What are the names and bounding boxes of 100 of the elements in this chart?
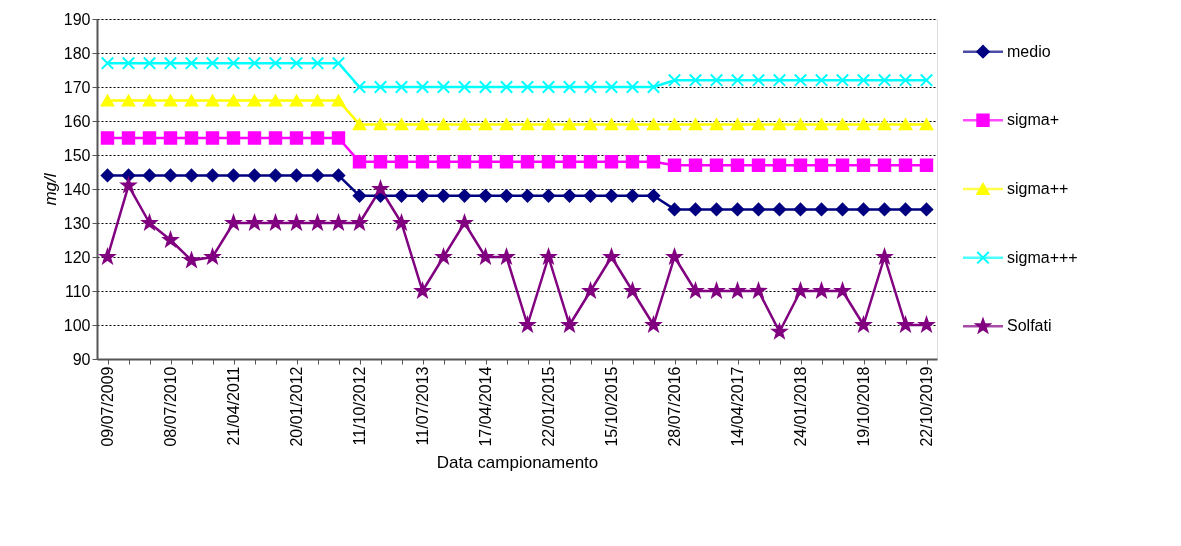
point (373, 80, 388, 94)
point (709, 158, 724, 172)
point (583, 80, 598, 94)
x-tick-label: 21/04/2011 (225, 366, 242, 446)
point (373, 118, 388, 131)
point (625, 189, 640, 203)
y-tick-label: 190 (63, 10, 91, 28)
legend-label: medio (1007, 42, 1051, 60)
x-tick-label: 11/10/2012 (351, 366, 368, 446)
point (289, 56, 304, 70)
point (499, 80, 514, 94)
point (856, 317, 871, 332)
point (730, 283, 745, 298)
point (541, 80, 556, 94)
point (520, 118, 535, 131)
y-tick-label: 110 (64, 282, 91, 300)
point (163, 94, 178, 107)
point (478, 118, 493, 131)
point (268, 56, 283, 70)
y-tick-label: 170 (63, 78, 91, 96)
x-tick-label: 22/01/2015 (540, 366, 557, 447)
point (877, 249, 892, 264)
point (121, 94, 136, 107)
point (331, 94, 346, 107)
point (310, 215, 325, 230)
point (310, 131, 325, 145)
point (898, 73, 913, 87)
point (793, 158, 808, 172)
point (520, 189, 535, 203)
point (835, 202, 850, 217)
point (730, 202, 745, 217)
point (877, 202, 892, 217)
point (373, 181, 388, 196)
point (688, 202, 703, 217)
legend-label: sigma++ (1007, 180, 1069, 197)
point (793, 283, 808, 298)
point (100, 168, 115, 183)
point (289, 168, 304, 183)
point (142, 131, 157, 145)
legend-label: sigma+ (1007, 111, 1060, 129)
point (604, 155, 619, 169)
point (772, 323, 787, 339)
point (751, 158, 766, 172)
point (709, 118, 724, 131)
point (835, 283, 850, 298)
point (289, 131, 304, 145)
point (205, 249, 220, 264)
point (604, 80, 619, 94)
point (226, 215, 241, 230)
point (646, 80, 661, 94)
point (310, 56, 325, 70)
point (541, 118, 556, 131)
legend-label: Solfati (1007, 317, 1052, 335)
point (415, 155, 430, 169)
point (814, 73, 829, 87)
point (457, 80, 472, 94)
point (625, 118, 640, 131)
point (814, 202, 829, 217)
point (688, 118, 703, 131)
y-tick-label: 140 (63, 180, 91, 198)
x-tick-label: 15/10/2015 (603, 366, 620, 447)
x-tick-label: 19/10/2018 (855, 366, 872, 447)
point (331, 168, 346, 183)
point (289, 215, 304, 230)
point (625, 283, 640, 298)
point (478, 249, 493, 264)
point (772, 158, 787, 172)
point (814, 283, 829, 298)
point (856, 73, 871, 87)
point (436, 189, 451, 203)
point (457, 215, 472, 230)
y-tick-label: 120 (63, 248, 91, 266)
x-tick-label: 14/04/2017 (729, 366, 746, 447)
point (163, 131, 178, 145)
point (310, 94, 325, 107)
point (184, 94, 199, 107)
point (562, 189, 577, 203)
point (562, 155, 577, 169)
point (667, 118, 682, 131)
point (835, 73, 850, 87)
point (646, 317, 661, 332)
y-tick-label: 160 (63, 112, 91, 130)
point (331, 131, 346, 145)
x-tick-label: 17/04/2014 (477, 366, 494, 447)
point (184, 168, 199, 183)
point (751, 73, 766, 87)
point (604, 118, 619, 131)
point (415, 80, 430, 94)
point (247, 94, 262, 107)
point (898, 158, 913, 172)
point (394, 80, 409, 94)
point (772, 73, 787, 87)
point (163, 232, 178, 247)
y-tick-label: 100 (63, 316, 91, 334)
point (163, 168, 178, 183)
point (415, 283, 430, 298)
point (520, 155, 535, 169)
point (205, 56, 220, 70)
point (163, 56, 178, 70)
point (499, 189, 514, 203)
